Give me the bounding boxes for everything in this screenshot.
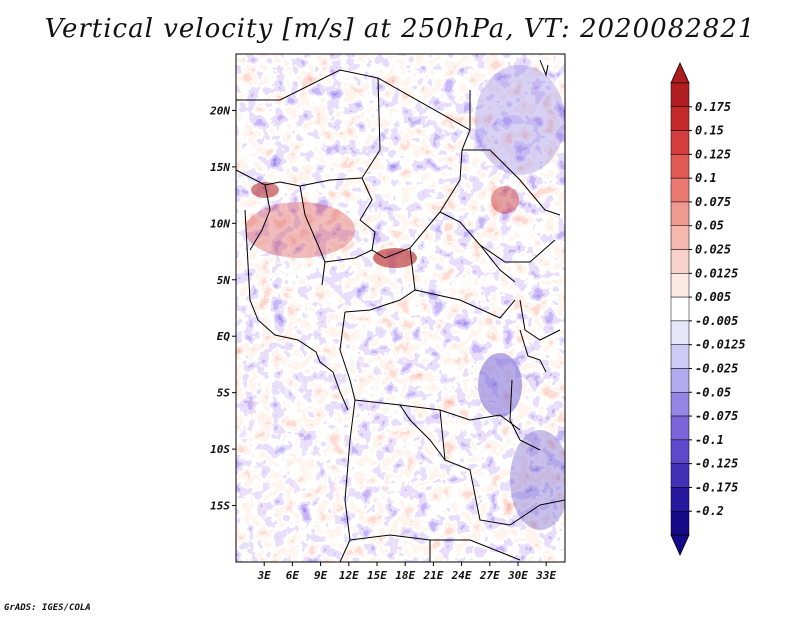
- lon-label: 33E: [535, 569, 556, 582]
- lon-label: 30E: [507, 569, 528, 582]
- colorbar-swatch: [670, 249, 690, 274]
- lat-label: EQ: [217, 330, 231, 343]
- lon-label: 21E: [422, 569, 443, 582]
- colorbar-label: 0.025: [695, 243, 731, 257]
- lon-label: 12E: [339, 569, 359, 582]
- grads-credit: GrADS: IGES/COLA: [4, 603, 91, 613]
- map-frame: [235, 53, 566, 563]
- colorbar-swatch: [670, 510, 690, 536]
- colorbar-label: -0.075: [695, 409, 738, 423]
- colorbar-top-cap: [670, 62, 690, 84]
- colorbar-label: -0.025: [695, 361, 738, 375]
- lat-label: 15N: [210, 161, 230, 174]
- colorbar-label: 0.175: [695, 100, 731, 114]
- colorbar-swatch: [670, 463, 690, 488]
- colorbar-swatch: [670, 225, 690, 250]
- colorbar-bottom-cap: [670, 534, 690, 556]
- lon-label: 3E: [257, 569, 272, 582]
- lon-label: 9E: [314, 569, 328, 582]
- lon-label: 18E: [395, 569, 415, 582]
- lon-label: 15E: [367, 569, 387, 582]
- colorbar-swatch: [670, 439, 690, 464]
- colorbar: 0.175 0.15 0.125 0.1 0.075 0.05 0.025 0.0125 0.0…: [670, 62, 746, 556]
- lat-label: 5N: [217, 274, 231, 287]
- velocity-field: [236, 54, 565, 562]
- colorbar-label: -0.175: [695, 480, 738, 494]
- chart-title: Vertical velocity [m/s] at 250hPa, VT: 2…: [44, 14, 756, 44]
- colorbar-swatch: [670, 106, 690, 131]
- colorbar-label: 0.005: [695, 290, 731, 304]
- lat-label: 5S: [217, 387, 231, 400]
- colorbar-swatch: [670, 392, 690, 417]
- colorbar-swatch: [670, 415, 690, 441]
- colorbar-swatch: [670, 368, 690, 393]
- lon-label: 24E: [451, 569, 472, 582]
- lat-label: 10N: [210, 217, 230, 230]
- colorbar-swatch: [670, 320, 690, 345]
- colorbar-swatch: [670, 177, 690, 203]
- longitude-axis: 3E 6E 9E 12E 15E 18E 21E 24E 27E 30E 33E: [257, 562, 557, 582]
- colorbar-label: 0.125: [695, 147, 731, 161]
- colorbar-label: -0.0125: [695, 338, 746, 352]
- colorbar-label: 0.05: [695, 219, 724, 233]
- colorbar-swatch: [670, 273, 690, 298]
- colorbar-label: -0.2: [695, 504, 724, 518]
- lat-label: 15S: [210, 500, 230, 513]
- lat-label: 20N: [209, 104, 230, 117]
- colorbar-swatch: [670, 487, 690, 512]
- colorbar-label: -0.05: [695, 385, 731, 399]
- colorbar-label: -0.125: [695, 457, 738, 471]
- lat-label: 10S: [210, 443, 230, 456]
- colorbar-swatch: [670, 154, 690, 179]
- colorbar-swatch: [670, 344, 690, 369]
- lon-label: 6E: [286, 569, 300, 582]
- colorbar-swatch: [670, 130, 690, 155]
- country-borders: [236, 59, 565, 562]
- colorbar-label: 0.1: [695, 171, 717, 185]
- colorbar-label: 0.15: [695, 124, 724, 138]
- colorbar-swatch: [670, 296, 690, 322]
- colorbar-swatch: [670, 82, 690, 108]
- colorbar-label: -0.005: [695, 314, 738, 328]
- colorbar-label: 0.0125: [695, 266, 738, 280]
- colorbar-label: -0.1: [695, 433, 724, 447]
- colorbar-swatch: [670, 201, 690, 226]
- lon-label: 27E: [479, 569, 500, 582]
- colorbar-label: 0.075: [695, 195, 731, 209]
- latitude-axis: 20N 15N 10N 5N EQ 5S 10S 15S: [209, 104, 236, 513]
